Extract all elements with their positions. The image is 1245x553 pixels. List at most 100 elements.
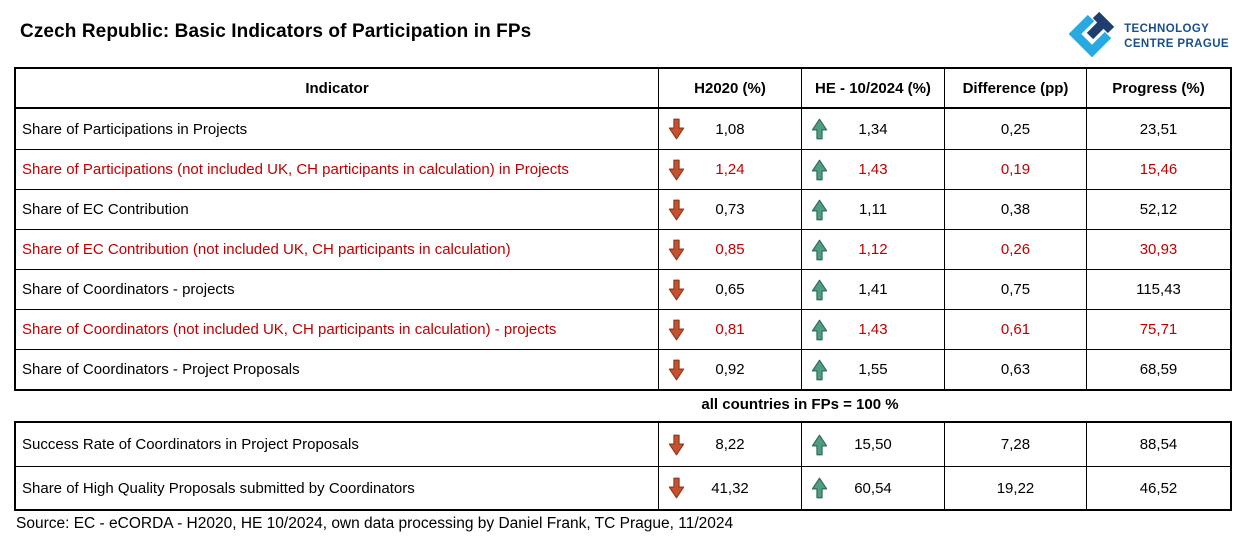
logo-text-line1: TECHNOLOGY bbox=[1124, 22, 1210, 35]
arrow-up-icon bbox=[811, 318, 828, 342]
h2020-value: 0,73 bbox=[715, 201, 745, 218]
indicator-cell: Share of Coordinators (not included UK, … bbox=[16, 309, 659, 349]
difference-value-cell: 0,26 bbox=[945, 229, 1087, 269]
progress-value-cell: 115,43 bbox=[1087, 269, 1230, 309]
technology-centre-prague-logo: TECHNOLOGY CENTRE PRAGUE bbox=[1068, 11, 1229, 62]
h2020-value-cell: 0,65 bbox=[659, 269, 802, 309]
arrow-up-icon bbox=[811, 358, 828, 382]
h2020-value-cell: 0,85 bbox=[659, 229, 802, 269]
progress-value-cell: 75,71 bbox=[1087, 309, 1230, 349]
page-title: Czech Republic: Basic Indicators of Part… bbox=[20, 21, 532, 42]
difference-value-cell: 0,38 bbox=[945, 189, 1087, 229]
h2020-value: 8,22 bbox=[715, 436, 745, 453]
arrow-up-icon bbox=[811, 433, 828, 457]
he-value-cell: 15,50 bbox=[802, 423, 945, 466]
he-value-cell: 1,11 bbox=[802, 189, 945, 229]
arrow-up-icon bbox=[811, 278, 828, 302]
h2020-value-cell: 8,22 bbox=[659, 423, 802, 466]
h2020-value-cell: 0,92 bbox=[659, 349, 802, 389]
difference-value-cell: 0,61 bbox=[945, 309, 1087, 349]
table-row: Share of Participations in Projects 1,08 1… bbox=[16, 109, 1230, 149]
difference-value-cell: 19,22 bbox=[945, 466, 1087, 509]
logo-text-line2: CENTRE PRAGUE bbox=[1124, 37, 1229, 50]
h2020-value-cell: 41,32 bbox=[659, 466, 802, 509]
progress-value-cell: 15,46 bbox=[1087, 149, 1230, 189]
arrow-up-icon bbox=[811, 158, 828, 182]
arrow-down-icon bbox=[668, 358, 685, 382]
table-row: Share of Coordinators (not included UK, … bbox=[16, 309, 1230, 349]
he-value: 1,55 bbox=[858, 361, 888, 378]
arrow-down-icon bbox=[668, 198, 685, 222]
table-row: Share of EC Contribution (not included U… bbox=[16, 229, 1230, 269]
arrow-down-icon bbox=[668, 318, 685, 342]
progress-value-cell: 30,93 bbox=[1087, 229, 1230, 269]
success-rate-table: Success Rate of Coordinators in Project … bbox=[14, 421, 1232, 511]
indicator-cell: Share of High Quality Proposals submitte… bbox=[16, 466, 659, 509]
indicator-cell: Share of EC Contribution (not included U… bbox=[16, 229, 659, 269]
indicator-cell: Success Rate of Coordinators in Project … bbox=[16, 423, 659, 466]
he-value-cell: 1,34 bbox=[802, 109, 945, 149]
indicator-cell: Share of Coordinators - Project Proposal… bbox=[16, 349, 659, 389]
h2020-value: 0,65 bbox=[715, 281, 745, 298]
arrow-up-icon bbox=[811, 117, 828, 141]
he-value: 1,11 bbox=[858, 201, 888, 218]
h2020-value: 1,08 bbox=[715, 120, 745, 138]
he-value-cell: 1,43 bbox=[802, 149, 945, 189]
indicator-cell: Share of Participations (not included UK… bbox=[16, 149, 659, 189]
he-value: 1,43 bbox=[858, 161, 888, 178]
progress-value-cell: 68,59 bbox=[1087, 349, 1230, 389]
table-row: Share of Participations (not included UK… bbox=[16, 149, 1230, 189]
header-indicator: Indicator bbox=[16, 69, 659, 109]
he-value-cell: 1,43 bbox=[802, 309, 945, 349]
progress-value-cell: 52,12 bbox=[1087, 189, 1230, 229]
table-header-row: Indicator H2020 (%) HE - 10/2024 (%) Dif… bbox=[16, 69, 1230, 109]
he-value: 1,12 bbox=[858, 241, 888, 258]
arrow-up-icon bbox=[811, 476, 828, 500]
difference-value-cell: 0,25 bbox=[945, 109, 1087, 149]
tc-prague-diamond-icon bbox=[1068, 11, 1115, 62]
h2020-value: 41,32 bbox=[711, 479, 749, 497]
h2020-value: 1,24 bbox=[715, 161, 745, 178]
difference-value-cell: 0,75 bbox=[945, 269, 1087, 309]
source-note: Source: EC - eCORDA - H2020, HE 10/2024,… bbox=[16, 515, 734, 532]
header-difference: Difference (pp) bbox=[945, 69, 1087, 109]
difference-value-cell: 7,28 bbox=[945, 423, 1087, 466]
arrow-down-icon bbox=[668, 238, 685, 262]
indicator-cell: Share of Coordinators - projects bbox=[16, 269, 659, 309]
h2020-value: 0,81 bbox=[715, 321, 745, 338]
arrow-down-icon bbox=[668, 476, 685, 500]
he-value: 60,54 bbox=[854, 479, 892, 497]
progress-value-cell: 46,52 bbox=[1087, 466, 1230, 509]
arrow-up-icon bbox=[811, 238, 828, 262]
h2020-value: 0,85 bbox=[715, 241, 745, 258]
arrow-up-icon bbox=[811, 198, 828, 222]
table-row: Share of High Quality Proposals submitte… bbox=[16, 466, 1230, 509]
he-value: 1,34 bbox=[858, 120, 888, 138]
indicators-table: Indicator H2020 (%) HE - 10/2024 (%) Dif… bbox=[14, 67, 1232, 391]
h2020-value: 0,92 bbox=[715, 361, 745, 378]
logo-text: TECHNOLOGY CENTRE PRAGUE bbox=[1124, 22, 1229, 52]
table-row: Success Rate of Coordinators in Project … bbox=[16, 423, 1230, 466]
arrow-down-icon bbox=[668, 278, 685, 302]
he-value-cell: 1,55 bbox=[802, 349, 945, 389]
difference-value-cell: 0,19 bbox=[945, 149, 1087, 189]
indicator-cell: Share of EC Contribution bbox=[16, 189, 659, 229]
he-value: 1,43 bbox=[858, 321, 888, 338]
h2020-value-cell: 1,08 bbox=[659, 109, 802, 149]
header-he-2024: HE - 10/2024 (%) bbox=[802, 69, 945, 109]
arrow-down-icon bbox=[668, 433, 685, 457]
indicator-cell: Share of Participations in Projects bbox=[16, 109, 659, 149]
arrow-down-icon bbox=[668, 117, 685, 141]
header-h2020: H2020 (%) bbox=[659, 69, 802, 109]
h2020-value-cell: 1,24 bbox=[659, 149, 802, 189]
h2020-value-cell: 0,81 bbox=[659, 309, 802, 349]
all-countries-note: all countries in FPs = 100 % bbox=[701, 396, 899, 413]
h2020-value-cell: 0,73 bbox=[659, 189, 802, 229]
header-progress: Progress (%) bbox=[1087, 69, 1230, 109]
he-value-cell: 1,12 bbox=[802, 229, 945, 269]
table-row: Share of Coordinators - projects 0,65 1,41… bbox=[16, 269, 1230, 309]
table-row: Share of EC Contribution 0,73 1,11 0,38 52,1… bbox=[16, 189, 1230, 229]
he-value-cell: 60,54 bbox=[802, 466, 945, 509]
progress-value-cell: 88,54 bbox=[1087, 423, 1230, 466]
table-row: Share of Coordinators - Project Proposal… bbox=[16, 349, 1230, 389]
